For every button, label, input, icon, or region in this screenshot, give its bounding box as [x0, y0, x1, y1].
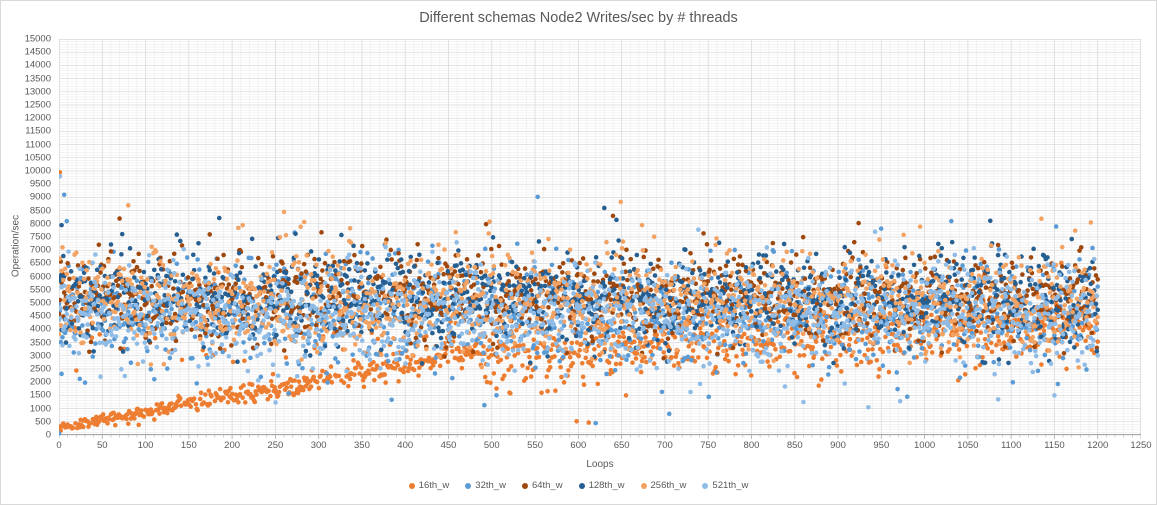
x-tick-label: 1100	[1000, 440, 1022, 451]
y-tick-label: 9000	[29, 191, 51, 203]
x-tick-label: 150	[180, 440, 197, 451]
y-tick-label: 9500	[29, 178, 51, 190]
y-tick-label: 2000	[29, 376, 51, 388]
legend-marker-icon	[465, 482, 472, 489]
x-tick-label: 750	[700, 440, 717, 451]
y-tick-label: 14000	[24, 59, 51, 71]
legend-label: 16th_w	[418, 480, 450, 491]
x-tick-label: 500	[483, 440, 500, 451]
y-tick-label: 12000	[24, 112, 51, 124]
x-tick-label: 400	[397, 440, 414, 451]
x-tick-label: 50	[96, 440, 108, 451]
y-tick-label: 500	[35, 416, 51, 428]
legend-item-128th_w: 128th_w	[578, 480, 625, 491]
x-tick-label: 300	[310, 440, 327, 451]
x-tick-label: 950	[873, 440, 890, 451]
legend-item-256th_w: 256th_w	[640, 480, 687, 491]
y-tick-label: 3000	[29, 350, 51, 362]
y-tick-label: 1000	[29, 403, 51, 415]
y-tick-label: 4000	[29, 323, 51, 335]
x-tick-label: 1250	[1130, 440, 1152, 451]
y-tick-label: 2500	[29, 363, 51, 375]
legend-marker-icon	[640, 482, 647, 489]
y-tick-label: 3500	[29, 337, 51, 349]
legend: 16th_w 32th_w 64th_w 128th_w 256th_w 521th_w	[1, 480, 1156, 491]
y-tick-label: 12500	[24, 99, 51, 111]
x-tick-label: 1200	[1087, 440, 1109, 451]
x-tick-label: 700	[656, 440, 673, 451]
y-tick-label: 5500	[29, 284, 51, 296]
y-tick-label: 7500	[29, 231, 51, 243]
legend-item-521th_w: 521th_w	[702, 480, 748, 491]
y-tick-label: 11500	[25, 125, 51, 137]
y-tick-label: 15000	[24, 33, 51, 45]
legend-label: 64th_w	[531, 480, 563, 491]
x-tick-label: 1150	[1044, 440, 1065, 451]
x-tick-label: 200	[224, 440, 241, 451]
y-tick-label: 8000	[29, 218, 51, 230]
x-tick-label: 350	[354, 440, 370, 451]
legend-item-32th_w: 32th_w	[465, 480, 506, 491]
y-tick-label: 6000	[29, 271, 51, 283]
x-tick-label: 550	[527, 440, 544, 451]
x-tick-label: 0	[56, 440, 62, 451]
y-tick-label: 8500	[29, 205, 51, 217]
x-tick-label: 600	[570, 440, 587, 451]
legend-marker-icon	[521, 482, 528, 489]
y-tick-label: 6500	[29, 257, 51, 269]
y-tick-label: 13000	[24, 86, 51, 98]
y-tick-label: 14500	[24, 46, 51, 58]
x-tick-label: 250	[267, 440, 284, 451]
y-tick-label: 13500	[24, 73, 51, 85]
plot-area	[59, 39, 1141, 440]
y-tick-label: 11000	[25, 139, 51, 151]
y-tick-label: 1500	[29, 389, 51, 401]
x-tick-label: 850	[786, 440, 803, 451]
y-tick-label: 0	[45, 429, 51, 441]
x-tick-label: 1000	[914, 440, 936, 451]
legend-marker-icon	[408, 482, 415, 489]
x-tick-label: 900	[830, 440, 846, 451]
y-tick-label: 4500	[29, 310, 51, 322]
legend-label: 521th_w	[712, 480, 749, 491]
y-tick-label: 7000	[29, 244, 51, 256]
legend-item-64th_w: 64th_w	[521, 480, 563, 491]
x-tick-label: 450	[440, 440, 457, 451]
x-tick-label: 1050	[957, 440, 979, 451]
legend-label: 128th_w	[588, 480, 625, 491]
legend-item-16th_w: 16th_w	[408, 480, 450, 491]
legend-marker-icon	[578, 482, 585, 489]
y-tick-label: 5000	[29, 297, 51, 309]
legend-marker-icon	[702, 482, 709, 489]
x-tick-label: 100	[137, 440, 154, 451]
x-axis-title: Loops	[586, 459, 614, 470]
y-tick-label: 10500	[24, 152, 51, 164]
y-tick-label: 10000	[24, 165, 51, 177]
legend-label: 32th_w	[475, 480, 506, 491]
x-tick-label: 800	[743, 440, 760, 451]
legend-label: 256th_w	[650, 480, 687, 491]
x-tick-label: 650	[613, 440, 630, 451]
chart-title: Different schemas Node2 Writes/sec by # …	[419, 10, 738, 26]
